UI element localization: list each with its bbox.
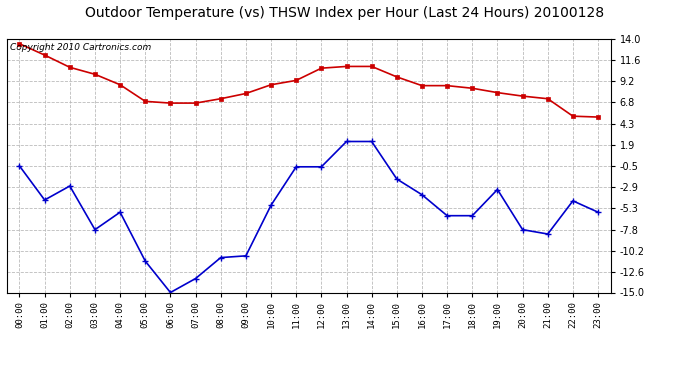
Text: Copyright 2010 Cartronics.com: Copyright 2010 Cartronics.com: [10, 43, 151, 52]
Text: Outdoor Temperature (vs) THSW Index per Hour (Last 24 Hours) 20100128: Outdoor Temperature (vs) THSW Index per …: [86, 6, 604, 20]
